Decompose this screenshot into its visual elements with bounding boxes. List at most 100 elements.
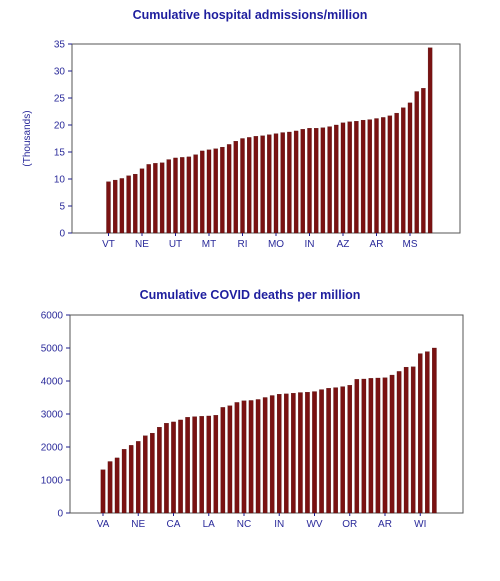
y-axis-label: (Thousands)	[22, 110, 33, 166]
bar	[119, 178, 125, 234]
bar	[171, 421, 176, 514]
bar	[312, 391, 317, 514]
bar	[193, 154, 198, 234]
y-tick-label: 20	[54, 121, 66, 132]
covid-deaths-chart: 0 1000 2000 3000 4000 5000 6000 VA NE CA LA NC IN WV O…	[0, 282, 500, 572]
bar	[153, 163, 158, 234]
bar	[334, 124, 339, 234]
bar	[280, 132, 285, 234]
bar	[401, 107, 406, 234]
bar	[180, 157, 185, 234]
bar	[234, 402, 240, 514]
y-tick-label: 30	[54, 67, 66, 78]
bar	[347, 385, 353, 514]
bar	[291, 393, 296, 514]
y-tick-label: 15	[54, 148, 66, 159]
y-tick-label: 4000	[41, 377, 64, 388]
covid-deaths-plot: 0 1000 2000 3000 4000 5000 6000 VA NE CA LA NC IN WV O…	[41, 311, 464, 530]
hospital-admissions-plot: 0 5 10 15 20 25 30 35 (Thousands) VT NE UT MT RI MO IN A…	[22, 40, 461, 250]
bar	[417, 353, 423, 514]
bar	[185, 417, 190, 514]
x-tick-label: NE	[135, 239, 149, 250]
x-tick-label: OR	[342, 519, 357, 530]
bar	[320, 127, 326, 234]
bar	[186, 156, 192, 234]
bar	[262, 397, 268, 514]
bar	[157, 427, 162, 514]
bar	[247, 137, 252, 234]
bar	[314, 128, 319, 234]
y-tick-label: 2000	[41, 443, 64, 454]
bar	[267, 134, 272, 234]
y-tick-label: 10	[54, 175, 66, 186]
bar	[432, 347, 437, 514]
x-tick-label: NC	[237, 519, 251, 530]
bar	[361, 378, 367, 514]
bar	[354, 379, 360, 514]
bar	[107, 461, 113, 514]
y-tick-label: 5	[59, 202, 65, 213]
bar	[166, 159, 171, 234]
bar	[396, 371, 402, 514]
bar	[113, 179, 118, 234]
bar	[173, 157, 178, 234]
bar	[199, 416, 204, 514]
bar	[253, 136, 259, 234]
bar	[300, 129, 305, 234]
bar	[178, 419, 183, 514]
bar	[273, 133, 279, 234]
bar	[347, 121, 352, 234]
bar	[192, 416, 197, 514]
bar	[425, 351, 430, 514]
y-tick-label: 35	[54, 40, 66, 51]
y-tick-label: 0	[57, 509, 63, 520]
x-tick-label: VA	[97, 519, 110, 530]
bar	[367, 119, 372, 234]
bar	[213, 415, 219, 514]
bar	[381, 117, 386, 234]
bar	[128, 445, 134, 514]
hospital-admissions-chart: 0 5 10 15 20 25 30 35 (Thousands) VT NE UT MT RI MO IN A…	[0, 0, 500, 270]
bar	[360, 119, 366, 234]
bar	[139, 168, 145, 234]
x-tick-label: MT	[202, 239, 216, 250]
bar	[146, 164, 151, 234]
bar	[375, 377, 381, 514]
bar	[305, 392, 310, 514]
bar	[106, 181, 111, 234]
bar	[403, 366, 409, 514]
bar	[133, 173, 138, 234]
bar	[100, 469, 106, 514]
bar	[164, 423, 169, 514]
x-tick-label: IN	[274, 519, 284, 530]
bar	[382, 377, 388, 514]
y-tick-label: 25	[54, 94, 66, 105]
bar	[284, 393, 289, 514]
bar	[374, 118, 379, 234]
bar	[368, 378, 374, 514]
x-tick-label: WV	[306, 519, 322, 530]
x-tick-label: LA	[203, 519, 216, 530]
bar	[269, 395, 275, 514]
bar	[287, 131, 292, 234]
bar	[159, 162, 165, 234]
bar	[121, 449, 127, 514]
bar	[114, 457, 120, 514]
chart-title: Cumulative hospital admissions/million	[132, 8, 368, 22]
bar	[227, 405, 233, 514]
x-tick-label: VT	[102, 239, 115, 250]
bar	[276, 394, 282, 514]
bar	[407, 102, 413, 234]
bar	[220, 407, 226, 514]
bar	[200, 150, 205, 234]
bar	[340, 386, 345, 514]
x-tick-label: AR	[370, 239, 384, 250]
bar	[394, 112, 399, 234]
bar	[387, 115, 393, 234]
x-tick-label: IN	[305, 239, 315, 250]
bar	[220, 146, 225, 234]
bar	[340, 122, 346, 234]
bar	[150, 432, 155, 514]
x-tick-label: UT	[169, 239, 182, 250]
x-tick-label: RI	[238, 239, 248, 250]
